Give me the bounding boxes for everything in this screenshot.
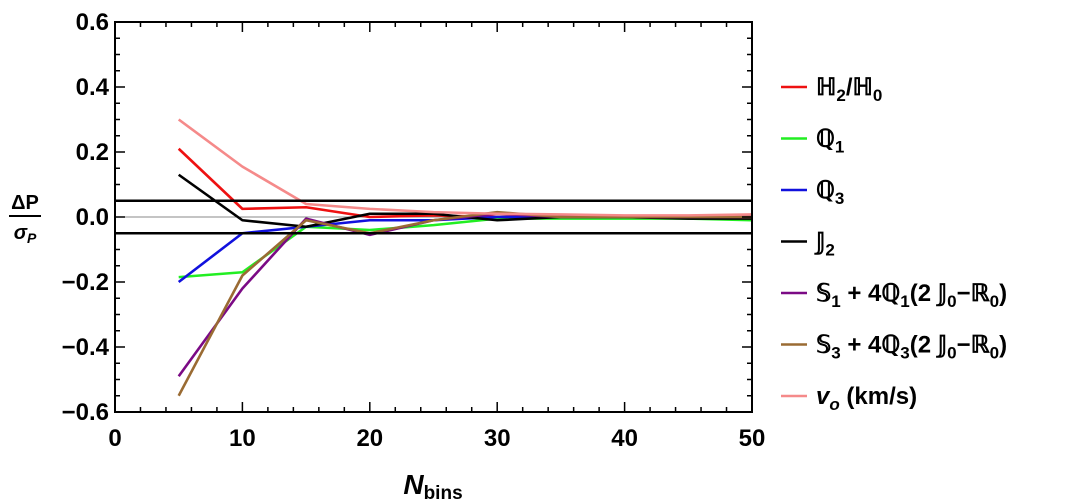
legend-label: ℚ3 [816,177,844,208]
legend-label-part: ℚ [816,177,835,204]
legend-label-part: ℚ [816,126,835,153]
legend-label-part: 0 [873,86,882,105]
legend-label-part: 1 [831,292,840,311]
legend-label-part: ) [999,280,1007,307]
legend-label-part: ℍ [816,74,836,101]
legend-label-part: 0 [947,344,956,363]
y-tick-label: 0.0 [76,204,109,231]
legend-label-part: (2 𝕁 [910,332,947,359]
x-axis-title-main: N [403,469,424,500]
x-tick-label: 40 [611,425,638,452]
legend-item-1: ℍ2/ℍ0 [781,74,882,105]
legend-label-part: 𝕁 [814,229,825,256]
x-tick-label: 20 [356,425,383,452]
y-tick-label: −0.4 [62,334,110,361]
legend-item-6: 𝕊3 + 4ℚ3(2 𝕁0−ℝ0) [781,332,1007,363]
legend-label-part: −ℝ [957,332,991,359]
series-lines [177,118,753,397]
y-axis-title-sigma-sub: P [27,230,37,246]
legend-item-4: 𝕁2 [781,229,835,260]
y-tick-label: −0.6 [62,399,109,426]
y-tick-label: 0.2 [76,139,109,166]
legend-label-part: 1 [835,138,844,157]
y-tick-label: −0.2 [62,269,109,296]
legend-label-part: 3 [900,344,909,363]
legend-label-part: ) [999,332,1007,359]
legend-item-3: ℚ3 [781,177,844,208]
legend-label-part: 3 [831,344,840,363]
legend-item-5: 𝕊1 + 4ℚ1(2 𝕁0−ℝ0) [781,280,1007,311]
legend-label-part: 0 [947,292,956,311]
legend-label-part: v [816,383,831,410]
axis-ticks [114,21,753,413]
legend-label: 𝕁2 [814,229,835,260]
series-line-7 [177,118,753,217]
legend-label: 𝕊1 + 4ℚ1(2 𝕁0−ℝ0) [816,280,1007,311]
x-tick-label: 0 [108,425,121,452]
legend-label-part: 𝕊 [816,332,831,359]
legend-item-7: vo (km/s) [781,383,917,414]
y-axis-title-numerator: ΔP [11,192,39,214]
legend-label: ℍ2/ℍ0 [816,74,882,105]
y-axis-title: ΔP σP [9,192,41,246]
legend-label-part: 𝕊 [816,280,831,307]
legend-label: vo (km/s) [816,383,917,414]
y-tick-labels: −0.6 −0.4 −0.2 0.0 0.2 0.4 0.6 [62,9,110,426]
legend-label-part: (2 𝕁 [910,280,947,307]
x-tick-label: 30 [484,425,511,452]
legend-label-part: 3 [835,189,844,208]
legend-label-part: 0 [990,292,999,311]
y-tick-label: 0.4 [76,74,110,101]
legend-item-2: ℚ1 [781,126,844,157]
y-axis-title-denominator: σP [14,222,37,246]
legend-label-part: (km/s) [840,383,917,410]
legend-label-part: 1 [900,292,909,311]
x-tick-label: 10 [229,425,256,452]
reference-lines [115,199,752,235]
y-tick-label: 0.6 [76,9,109,36]
x-tick-labels: 0 10 20 30 40 50 [108,425,765,452]
legend-label-part: 2 [825,241,834,260]
legend-label: ℚ1 [816,126,844,157]
x-axis-title: Nbins [403,469,462,504]
legend-label: 𝕊3 + 4ℚ3(2 𝕁0−ℝ0) [816,332,1007,363]
legend-label-part: /ℍ [846,74,873,101]
legend-label-part: o [829,395,839,414]
series-line-6 [177,210,752,397]
x-tick-label: 50 [739,425,766,452]
y-axis-title-sigma: σ [14,222,28,244]
legend-label-part: 0 [990,344,999,363]
legend-label-part: + 4ℚ [841,280,901,307]
legend-label-part: −ℝ [957,280,991,307]
legend-label-part: + 4ℚ [841,332,901,359]
x-axis-title-sub: bins [424,483,463,504]
legend-label-part: 2 [836,86,845,105]
